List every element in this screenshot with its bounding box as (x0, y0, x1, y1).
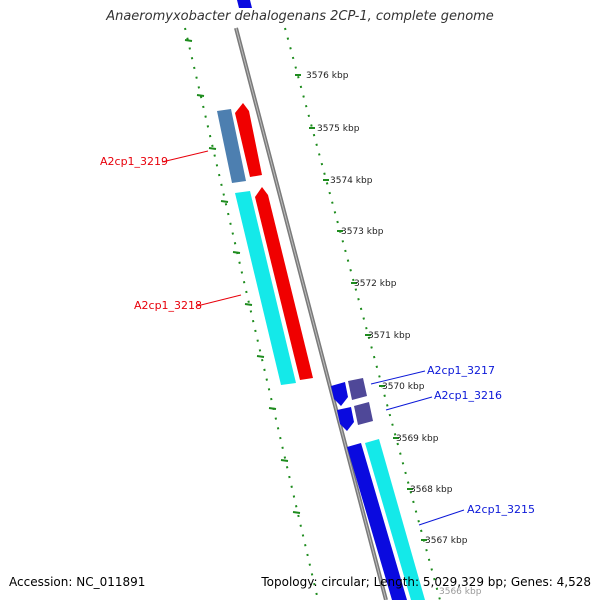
label-line-a2cp1-3217 (370, 370, 426, 385)
map-title: Anaeromyxobacter dehalogenans 2CP-1, com… (106, 9, 494, 24)
genome-summary: Topology: circular; Length: 5,029,329 bp… (261, 575, 591, 589)
genome-backbone-highlight (235, 27, 387, 601)
feature-a2cp1-3217-slate[interactable] (348, 378, 367, 400)
feature-top-partial[interactable] (237, 0, 252, 8)
gene-label-a2cp1-3217[interactable]: A2cp1_3217 (427, 364, 495, 377)
accession-text: Accession: NC_011891 (9, 575, 146, 589)
tick-label: 3566 kbp (439, 587, 482, 597)
feature-a2cp1-3218-outer[interactable] (235, 191, 296, 385)
feature-a2cp1-3217-blue[interactable] (331, 382, 348, 406)
feature-a2cp1-3215-cyan[interactable] (365, 439, 425, 600)
left-dotted-guide (184, 27, 319, 601)
label-line-a2cp1-3219 (161, 150, 209, 163)
tick-label: 3571 kbp (368, 331, 411, 341)
feature-a2cp1-3215-blue[interactable] (347, 443, 407, 600)
tick-label: 3572 kbp (354, 279, 397, 289)
tick-label: 3576 kbp (306, 71, 349, 81)
feature-a2cp1-3216-slate[interactable] (354, 402, 373, 425)
tick-label: 3567 kbp (425, 536, 468, 546)
tick-label: 3569 kbp (396, 434, 439, 444)
left-tick-marks (184, 39, 301, 514)
gene-label-a2cp1-3215[interactable]: A2cp1_3215 (467, 503, 535, 516)
gene-label-a2cp1-3216[interactable]: A2cp1_3216 (434, 389, 502, 402)
tick-label: 3568 kbp (410, 485, 453, 495)
label-line-a2cp1-3215 (418, 509, 465, 526)
label-line-a2cp1-3216 (385, 396, 433, 411)
tick-label: 3570 kbp (382, 382, 425, 392)
tick-label: 3575 kbp (317, 124, 360, 134)
gene-label-a2cp1-3218[interactable]: A2cp1_3218 (134, 299, 202, 312)
feature-a2cp1-3218-inner[interactable] (255, 187, 313, 380)
feature-a2cp1-3219-inner[interactable] (235, 103, 262, 177)
tick-labels: 3576 kbp 3575 kbp 3574 kbp 3573 kbp 3572… (295, 71, 482, 597)
label-line-a2cp1-3218 (196, 294, 242, 307)
gene-label-a2cp1-3219[interactable]: A2cp1_3219 (100, 155, 168, 168)
feature-a2cp1-3216-blue[interactable] (337, 407, 354, 431)
feature-a2cp1-3219-outer[interactable] (217, 109, 246, 183)
tick-label: 3574 kbp (330, 176, 373, 186)
tick-label: 3573 kbp (341, 227, 384, 237)
